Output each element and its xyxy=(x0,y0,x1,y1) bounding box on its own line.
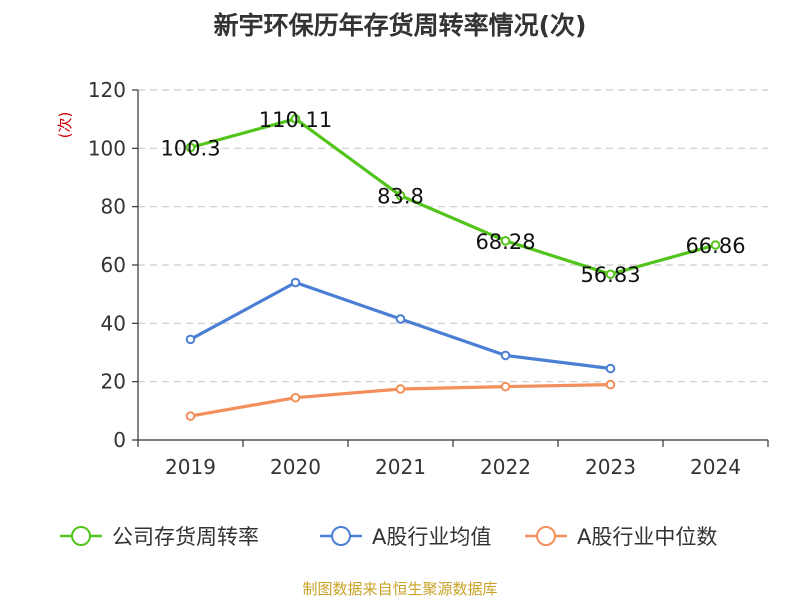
x-tick-label: 2020 xyxy=(270,455,321,479)
data-point xyxy=(605,363,616,374)
data-point xyxy=(185,334,196,345)
legend-item: A股行业中位数 xyxy=(525,525,717,549)
y-tick-label: 20 xyxy=(101,370,126,394)
y-axis-unit-label: (次) xyxy=(56,112,74,139)
data-point xyxy=(290,114,301,124)
x-tick-label: 2024 xyxy=(690,455,741,479)
legend: 公司存货周转率 A股行业均值 A股行业中位数 xyxy=(60,525,717,549)
series-lines xyxy=(185,114,721,421)
series-line xyxy=(189,280,611,371)
data-point xyxy=(290,277,301,288)
series-line xyxy=(190,117,716,276)
data-point xyxy=(500,350,511,361)
grid-lines xyxy=(138,89,768,383)
source-note: 制图数据来自恒生聚源数据库 xyxy=(302,580,498,598)
legend-item: A股行业均值 xyxy=(320,525,491,549)
y-tick-label: 0 xyxy=(113,428,126,452)
data-label: 83.8 xyxy=(377,185,424,209)
y-tick-label: 100 xyxy=(88,136,126,160)
data-point xyxy=(185,411,196,421)
x-tick-label: 2023 xyxy=(585,455,636,479)
legend-swatch-marker xyxy=(536,526,556,546)
x-tick-label: 2019 xyxy=(165,455,216,479)
legend-swatch-marker xyxy=(331,526,351,546)
data-point xyxy=(500,381,511,392)
x-tick-label: 2022 xyxy=(480,455,531,479)
legend-label: A股行业均值 xyxy=(372,525,491,549)
data-label: 100.3 xyxy=(160,136,220,160)
data-label: 110.11 xyxy=(259,108,332,132)
data-point xyxy=(290,392,301,403)
legend-item: 公司存货周转率 xyxy=(60,525,259,549)
y-tick-label: 60 xyxy=(101,253,126,277)
x-tick-label: 2021 xyxy=(375,455,426,479)
data-point xyxy=(605,269,616,280)
legend-label: 公司存货周转率 xyxy=(112,525,259,549)
legend-swatch-marker xyxy=(71,526,91,546)
data-point xyxy=(500,236,511,246)
data-label: 68.28 xyxy=(475,230,535,254)
data-point xyxy=(605,379,616,390)
data-point xyxy=(185,142,196,153)
y-tick-label: 120 xyxy=(88,78,126,102)
data-labels: 100.3 110.11 83.8 68.28 56.83 66.86 xyxy=(160,108,745,287)
axes: 0 20 40 60 80 100 120 2019 2020 2021 2022 2023 2024 (… xyxy=(56,78,769,479)
data-label: 56.83 xyxy=(580,263,640,287)
data-point xyxy=(395,314,406,324)
y-tick-label: 40 xyxy=(101,311,126,335)
data-point xyxy=(395,384,406,394)
legend-label: A股行业中位数 xyxy=(577,525,717,549)
data-point xyxy=(710,240,721,250)
data-label: 66.86 xyxy=(685,234,745,258)
y-tick-label: 80 xyxy=(101,195,126,219)
chart-title: 新宇环保历年存货周转率情况(次) xyxy=(213,11,587,40)
data-point xyxy=(395,190,406,201)
